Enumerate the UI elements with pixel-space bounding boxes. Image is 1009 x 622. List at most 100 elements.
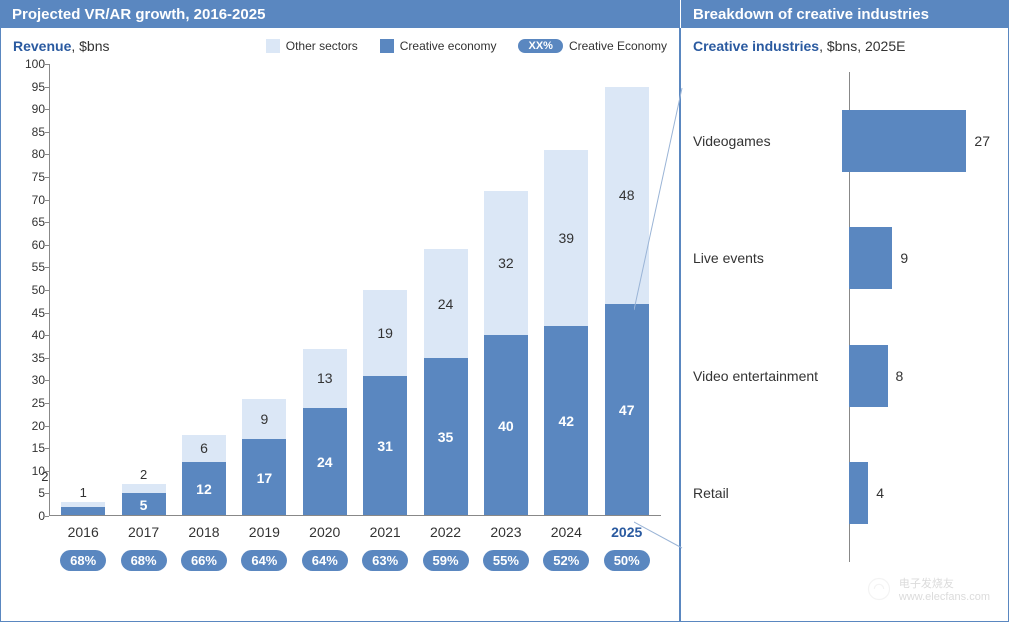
legend-pill: XX% Creative Economy	[518, 39, 667, 53]
bar-2017: 52	[122, 484, 166, 516]
bar-seg-other: 48	[605, 87, 649, 304]
percent-pill: 52%	[543, 550, 589, 571]
legend: Other sectors Creative economy XX% Creat…	[266, 39, 667, 53]
x-label: 2019	[242, 524, 286, 540]
percent-pill: 64%	[302, 550, 348, 571]
bar-2023: 3240	[484, 191, 528, 516]
left-panel: Revenue, $bns Other sectors Creative eco…	[0, 28, 680, 622]
bar-seg-other: 39	[544, 150, 588, 326]
percent-pill: 66%	[181, 550, 227, 571]
y-tick: 40	[15, 328, 45, 342]
y-tick: 65	[15, 215, 45, 229]
bar-2022: 2435	[424, 249, 468, 516]
bar-seg-other	[122, 484, 166, 493]
legend-other-label: Other sectors	[286, 39, 358, 53]
bar-label-other: 1	[61, 485, 105, 500]
left-subtitle-label: Revenue	[13, 38, 71, 54]
y-tick: 100	[15, 57, 45, 71]
breakdown-row: Videogames 27	[693, 110, 990, 172]
y-axis: 0510152025303540455055606570758085909510…	[15, 64, 45, 516]
breakdown-bar	[849, 345, 888, 407]
breakdown-row: Video entertainment 8	[693, 345, 990, 407]
watermark: 电子发烧友 www.elecfans.com	[865, 575, 990, 603]
bar-2016: 12	[61, 502, 105, 516]
percent-pill: 50%	[604, 550, 650, 571]
panels: Revenue, $bns Other sectors Creative eco…	[0, 28, 1009, 622]
breakdown-value: 9	[900, 250, 908, 266]
right-subtitle-unit: , $bns, 2025E	[819, 38, 905, 54]
left-subtitle: Revenue, $bns	[13, 38, 110, 54]
bar-2024: 3942	[544, 150, 588, 516]
percent-pill: 63%	[362, 550, 408, 571]
swatch-creative	[380, 39, 394, 53]
y-tick: 90	[15, 102, 45, 116]
percent-pill: 55%	[483, 550, 529, 571]
right-subtitle: Creative industries, $bns, 2025E	[693, 38, 905, 54]
y-tick: 75	[15, 170, 45, 184]
breakdown-row: Retail 4	[693, 462, 990, 524]
x-axis-line	[49, 515, 661, 516]
percent-pill: 64%	[241, 550, 287, 571]
bar-label-other: 2	[122, 467, 166, 482]
x-label: 2024	[544, 524, 588, 540]
y-tick: 25	[15, 396, 45, 410]
y-tick: 50	[15, 283, 45, 297]
breakdown-bars: Videogames 27 Live events 9 Video entertainm…	[693, 72, 990, 562]
y-tick: 5	[15, 486, 45, 500]
legend-pill-sample: XX%	[518, 39, 562, 53]
breakdown-row: Live events 9	[693, 227, 990, 289]
y-tick: 95	[15, 80, 45, 94]
y-tick: 45	[15, 306, 45, 320]
left-subtitle-row: Revenue, $bns Other sectors Creative eco…	[1, 28, 679, 60]
right-header: Breakdown of creative industries	[680, 0, 1009, 28]
y-tick: 80	[15, 147, 45, 161]
breakdown-label: Retail	[693, 485, 843, 501]
y-tick: 20	[15, 419, 45, 433]
y-tick: 0	[15, 509, 45, 523]
bars-container: 1252612917132419312435324039424847	[49, 64, 661, 516]
breakdown-label: Video entertainment	[693, 368, 843, 384]
breakdown-label: Videogames	[693, 133, 836, 149]
x-label: 2017	[122, 524, 166, 540]
breakdown-value: 4	[876, 485, 884, 501]
stacked-bar-chart: 0510152025303540455055606570758085909510…	[49, 64, 661, 516]
legend-pill-label: Creative Economy	[569, 39, 667, 53]
bar-2020: 1324	[303, 349, 347, 516]
left-header: Projected VR/AR growth, 2016-2025	[0, 0, 680, 28]
right-subtitle-row: Creative industries, $bns, 2025E	[681, 28, 1008, 60]
x-label: 2025	[605, 524, 649, 540]
legend-creative: Creative economy	[380, 39, 497, 53]
right-panel: Creative industries, $bns, 2025E Videoga…	[680, 28, 1009, 622]
bar-seg-creative: 17	[242, 439, 286, 516]
x-label: 2023	[484, 524, 528, 540]
bar-seg-creative: 12	[182, 462, 226, 516]
bar-seg-other: 32	[484, 191, 528, 336]
x-axis-labels: 2016201720182019202020212022202320242025	[49, 516, 661, 540]
y-tick: 70	[15, 193, 45, 207]
bar-2019: 917	[242, 399, 286, 517]
x-label: 2022	[424, 524, 468, 540]
bar-seg-other: 24	[424, 249, 468, 357]
bar-seg-creative: 40	[484, 335, 528, 516]
bar-seg-other: 13	[303, 349, 347, 408]
y-tick: 35	[15, 351, 45, 365]
bar-seg-creative: 5	[122, 493, 166, 516]
bar-seg-other: 6	[182, 435, 226, 462]
breakdown-label: Live events	[693, 250, 843, 266]
bar-2018: 612	[182, 435, 226, 516]
percent-pill: 59%	[423, 550, 469, 571]
bar-seg-creative: 31	[363, 376, 407, 516]
bar-seg-creative: 35	[424, 358, 468, 516]
watermark-text: 电子发烧友	[899, 578, 954, 590]
left-subtitle-unit: , $bns	[71, 38, 109, 54]
x-label: 2021	[363, 524, 407, 540]
bar-seg-other: 19	[363, 290, 407, 376]
percent-pill: 68%	[60, 550, 106, 571]
y-tick: 55	[15, 260, 45, 274]
bar-seg-creative: 24	[303, 408, 347, 516]
bar-2025: 4847	[605, 87, 649, 516]
breakdown-value: 27	[974, 133, 990, 149]
breakdown-value: 8	[896, 368, 904, 384]
breakdown-bar-chart: Videogames 27 Live events 9 Video entertainm…	[693, 72, 990, 562]
right-subtitle-label: Creative industries	[693, 38, 819, 54]
